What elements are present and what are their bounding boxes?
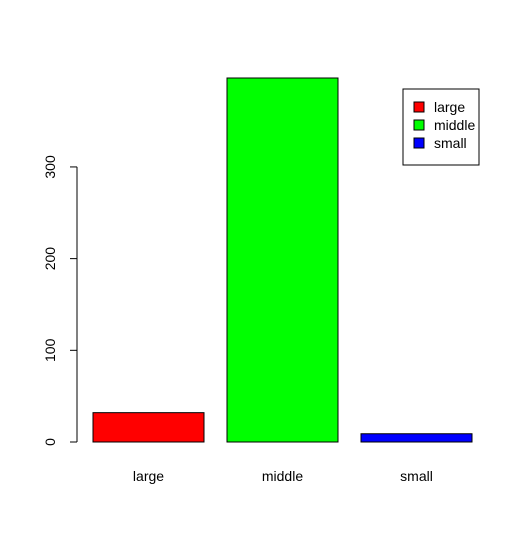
- category-label: middle: [262, 468, 303, 484]
- category-label: small: [400, 468, 433, 484]
- y-tick-label: 0: [42, 438, 58, 446]
- y-axis: 0 100 200 300: [42, 155, 78, 446]
- bar-small: [360, 433, 473, 443]
- y-tick-label: 100: [42, 338, 58, 362]
- category-label: large: [133, 468, 164, 484]
- legend-label: middle: [434, 117, 475, 133]
- legend: large middle small: [402, 88, 480, 166]
- y-tick-label: 300: [42, 155, 58, 179]
- y-tick-label: 200: [42, 247, 58, 271]
- legend-swatch: [413, 101, 425, 113]
- bars: [92, 77, 473, 443]
- legend-label: small: [434, 135, 467, 151]
- bar-large: [92, 412, 205, 443]
- legend-label: large: [434, 99, 465, 115]
- bar-middle: [226, 77, 339, 443]
- legend-swatch: [413, 119, 425, 131]
- legend-swatch: [413, 137, 425, 149]
- category-labels: large middle small: [133, 468, 433, 484]
